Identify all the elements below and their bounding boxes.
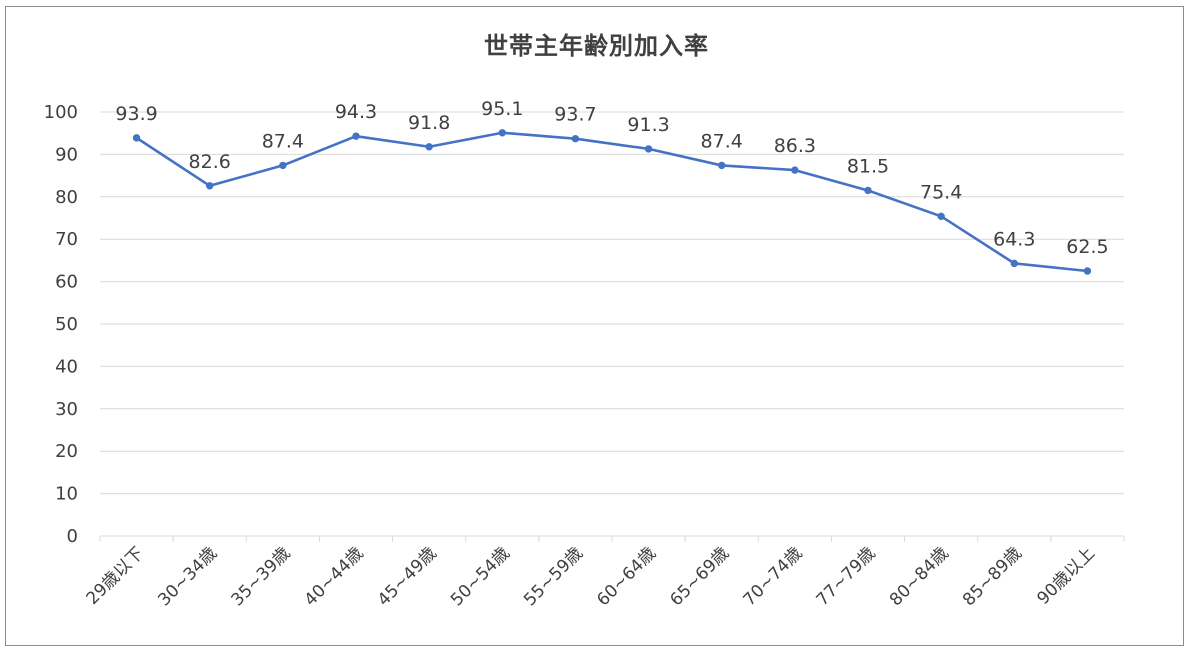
y-tick-label: 60 — [55, 272, 78, 293]
y-axis-ticks: 0 10 20 30 40 50 60 70 80 90 100 — [44, 102, 78, 547]
chart-frame — [5, 6, 1184, 646]
data-label: 91.8 — [408, 112, 450, 134]
data-point — [718, 161, 726, 170]
x-tick-label: 70~74歳 — [740, 543, 807, 610]
y-tick-label: 10 — [55, 484, 78, 505]
x-axis: 29歳以下 30~34歳 35~39歳 40~44歳 45~49歳 50~54歳 55~59… — [83, 535, 1125, 610]
data-label: 64.3 — [993, 228, 1035, 250]
data-point — [937, 212, 945, 221]
data-label: 86.3 — [774, 135, 816, 157]
gridlines — [100, 111, 1124, 495]
y-tick-label: 40 — [55, 356, 78, 377]
data-label: 91.3 — [627, 114, 669, 136]
data-label: 82.6 — [189, 151, 231, 173]
y-tick-label: 100 — [44, 102, 78, 123]
data-label: 93.9 — [115, 103, 157, 125]
y-tick-label: 0 — [67, 526, 78, 547]
x-tick-label: 50~54歳 — [447, 543, 514, 610]
data-labels: 93.9 82.6 87.4 94.3 91.8 95.1 93.7 91.3 87.4 86.3… — [115, 98, 1108, 258]
data-point — [425, 143, 433, 151]
data-label: 62.5 — [1066, 236, 1108, 258]
data-label: 93.7 — [554, 104, 596, 126]
x-tick-label: 55~59歳 — [520, 543, 587, 610]
x-tick-label: 40~44歳 — [301, 543, 368, 610]
data-label: 81.5 — [847, 155, 889, 177]
series-group — [132, 129, 1092, 275]
data-label: 87.4 — [262, 130, 304, 152]
data-label: 94.3 — [335, 101, 377, 123]
y-tick-label: 90 — [55, 144, 78, 165]
x-tick-label: 77~79歳 — [813, 543, 880, 610]
x-tick-label: 60~64歳 — [593, 543, 660, 610]
x-tick-label: 85~89歳 — [959, 543, 1026, 610]
y-tick-label: 30 — [55, 399, 78, 420]
data-point — [206, 182, 214, 190]
data-point — [644, 145, 653, 153]
x-tick-label: 29歳以下 — [83, 543, 149, 609]
x-tick-label: 35~39歳 — [228, 543, 295, 610]
data-point — [1010, 259, 1018, 268]
data-label: 75.4 — [920, 181, 962, 203]
y-tick-label: 50 — [55, 314, 78, 335]
data-label: 87.4 — [701, 130, 743, 152]
data-point — [571, 135, 580, 143]
y-tick-label: 70 — [55, 229, 78, 250]
x-tick-label: 30~34歳 — [154, 543, 221, 610]
data-point — [279, 161, 287, 170]
data-point — [498, 129, 506, 137]
data-point — [1083, 267, 1092, 275]
series-line — [135, 131, 1089, 273]
y-tick-label: 20 — [55, 441, 78, 462]
data-point — [864, 186, 872, 195]
x-tick-label: 45~49歳 — [374, 543, 441, 610]
data-point — [791, 166, 799, 174]
data-point — [132, 134, 141, 142]
y-tick-label: 80 — [55, 187, 78, 208]
x-tick-label: 90歳以上 — [1033, 543, 1099, 609]
x-tick-label: 80~84歳 — [886, 543, 953, 610]
x-tick-label: 65~69歳 — [666, 543, 733, 610]
data-label: 95.1 — [481, 98, 523, 120]
data-point — [352, 132, 360, 140]
chart-title: 世帯主年齢別加入率 — [484, 32, 709, 60]
